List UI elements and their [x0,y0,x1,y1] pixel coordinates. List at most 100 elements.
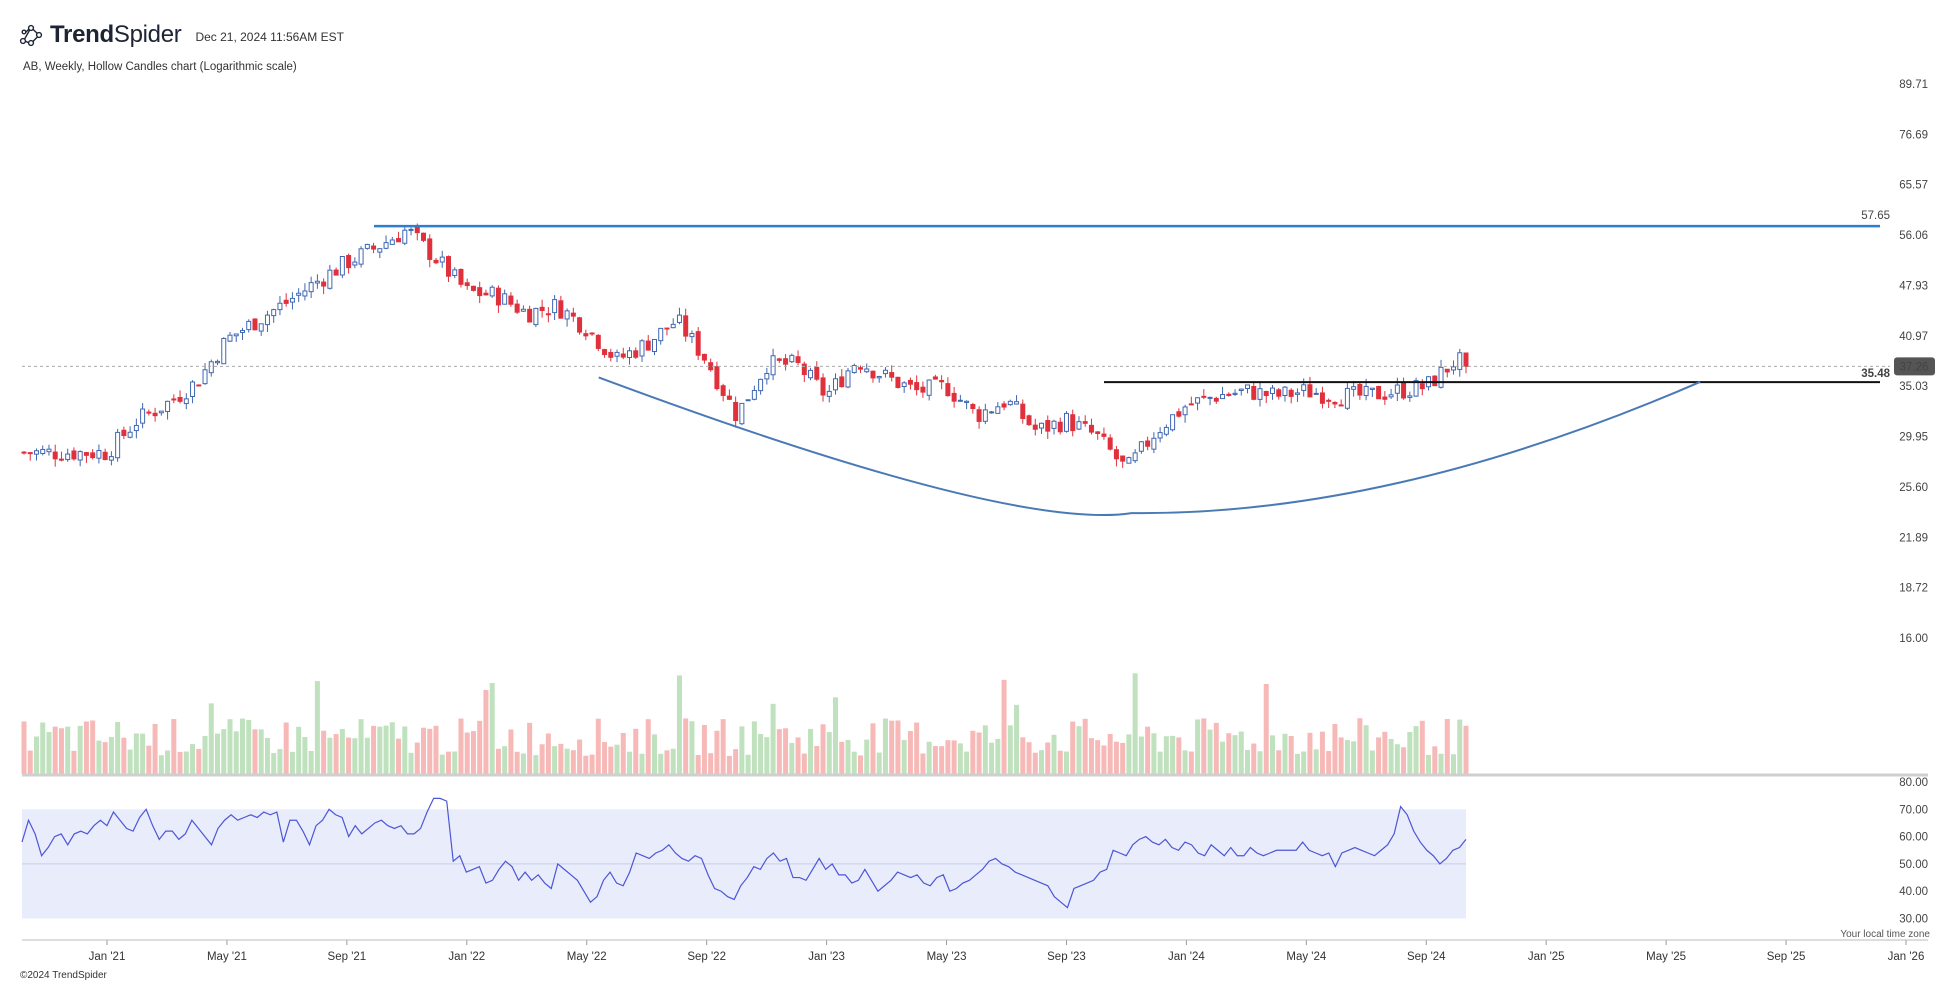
candle-body [920,386,926,393]
volume-bar [183,751,189,774]
volume-bar [839,741,845,774]
candle-body [1251,386,1257,400]
candle-body [1238,388,1244,392]
candle-body [995,406,1001,414]
candle-body [820,377,826,396]
price-axis-tick-label: 56.06 [1899,230,1928,242]
volume-bar [1338,737,1344,774]
volume-bar [65,726,71,774]
volume-bar [520,753,526,774]
volume-bar [221,729,227,774]
volume-bar [670,748,676,774]
volume-bar [833,697,839,774]
volume-bar [1344,740,1350,774]
candle-body [533,307,539,326]
candle-body [452,269,458,277]
candle-body [308,282,314,293]
candle-body [570,312,576,317]
volume-bar [227,719,233,774]
candle-body [439,256,445,263]
candle-body [302,290,308,297]
volume-bar [27,750,33,774]
volume-bar [1088,738,1094,774]
candle-body [389,239,395,245]
date-axis-label: Jan '21 [89,951,126,963]
candle-body [1376,386,1382,400]
volume-bar [595,718,601,774]
volume-bar [302,737,308,774]
volume-bar [658,753,664,774]
candle-body [445,256,451,277]
candle-body [358,248,364,265]
candle-body [58,458,64,461]
date-axis-label: Jan '24 [1168,951,1205,963]
volume-bar [277,749,283,774]
volume-bar [470,731,476,774]
candle-body [508,295,514,305]
candle-body [1444,368,1450,373]
volume-bar [258,729,264,774]
volume-bar [976,732,982,774]
candle-body [520,308,526,312]
volume-bar [627,751,633,774]
candle-body [758,378,764,392]
candle-body [283,299,289,304]
candle-body [882,369,888,375]
volume-bar [820,724,826,774]
volume-bar [1294,753,1300,774]
volume-bar [445,751,451,774]
volume-bar [1313,749,1319,774]
candle-body [408,228,414,231]
date-axis-label: May '25 [1646,951,1686,963]
candle-body [558,300,564,319]
candle-body [982,409,988,422]
volume-bar [1432,746,1438,774]
volume-bar [758,733,764,774]
volume-bar [140,733,146,774]
volume-bar [1007,725,1013,774]
volume-bar [1288,736,1294,774]
candle-body [870,370,876,379]
date-axis-label: May '24 [1286,951,1327,963]
volume-bar [870,723,876,774]
volume-bar [851,751,857,774]
volume-bar [408,752,414,774]
price-axis-tick-label: 47.93 [1899,280,1928,292]
volume-bar [1276,750,1282,774]
volume-bar [1001,679,1007,774]
candle-body [926,379,932,396]
volume-bar [614,744,620,774]
candle-body [333,269,339,276]
volume-bar [620,732,626,774]
volume-bar [570,750,576,774]
volume-bar [801,753,807,774]
candle-body [233,333,239,337]
candle-body [1145,440,1151,447]
candle-body [377,248,383,253]
candle-body [183,398,189,405]
candle-body [339,256,345,276]
volume-bar [645,719,651,774]
volume-bar [664,750,670,774]
volume-bar [1357,718,1363,774]
volume-bar [77,725,83,774]
volume-bar [1101,745,1107,774]
price-axis-tick-label: 65.57 [1899,180,1928,192]
candle-body [957,399,963,402]
candle-body [289,297,295,303]
volume-bar [901,740,907,774]
volume-bar [1157,751,1163,774]
volume-bar [533,755,539,774]
volume-bar [1095,740,1101,774]
cup-curve [598,376,1701,516]
volume-bar [352,738,358,774]
candle-body [1076,421,1082,430]
volume-bar [383,725,389,774]
volume-bar [914,722,920,774]
candle-body [689,333,695,338]
volume-bar [1351,741,1357,774]
candle-body [814,366,820,380]
candle-body [1026,415,1032,426]
candle-body [321,281,327,287]
